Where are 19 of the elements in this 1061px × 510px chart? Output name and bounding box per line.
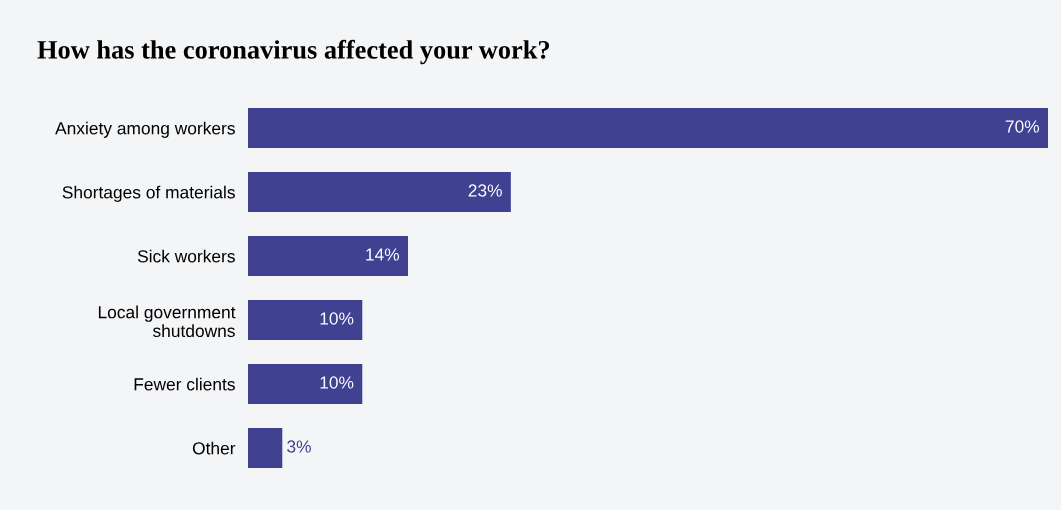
bar: [248, 172, 511, 212]
data-label: 14%: [366, 248, 400, 261]
data-label: 10%: [320, 312, 354, 325]
y-tick-label: Shortages of materials: [62, 185, 235, 202]
y-tick-label: Other: [192, 441, 236, 455]
y-tick-label: Sick workers: [137, 249, 235, 263]
data-label: 70%: [1005, 120, 1040, 133]
chart-title: How has the coronavirus affected your work?: [37, 39, 550, 65]
bar: [248, 108, 1048, 148]
bar: [248, 428, 283, 468]
bar: [248, 236, 408, 276]
data-label: 23%: [468, 184, 502, 197]
y-tick-label: Fewer clients: [134, 377, 235, 391]
data-label: 3%: [287, 440, 311, 453]
bar: [248, 364, 363, 404]
y-tick-label: Local government shutdowns: [98, 305, 236, 338]
data-label: 10%: [320, 376, 354, 389]
y-tick-label: Anxiety among workers: [55, 121, 235, 138]
bar: [248, 300, 363, 340]
